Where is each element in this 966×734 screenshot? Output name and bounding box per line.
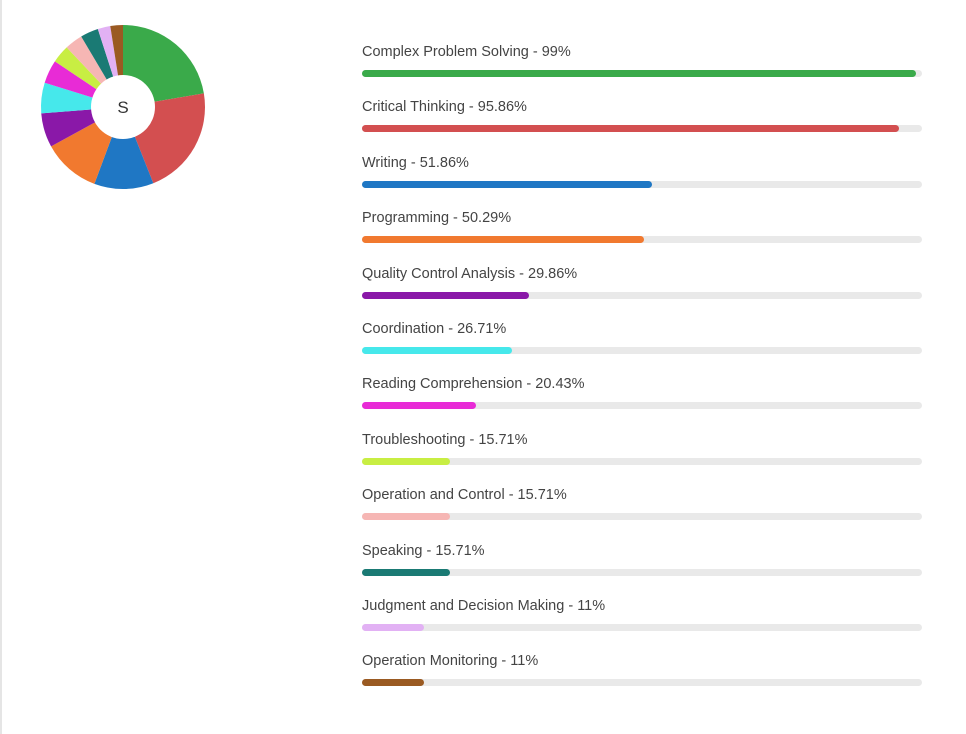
skill-label: Programming - 50.29%: [362, 210, 512, 227]
skill-bar-track: [362, 291, 922, 299]
skill-bar-fill: [362, 125, 899, 133]
skill-label: Critical Thinking - 95.86%: [362, 99, 527, 116]
skill-bar-fill: [362, 402, 477, 410]
skill-bar-track: [362, 623, 922, 631]
skill-row: Writing - 51.86%: [362, 153, 922, 208]
skill-label: Judgment and Decision Making - 11%: [362, 597, 606, 614]
skill-row: Troubleshooting - 15.71%: [362, 430, 922, 485]
donut-svg: S: [41, 25, 205, 189]
donut-center-label: S: [117, 98, 128, 117]
skill-bar-fill: [362, 679, 424, 687]
skills-donut-chart: S: [40, 24, 206, 190]
skill-bar-fill: [362, 513, 450, 521]
skill-label: Coordination - 26.71%: [362, 320, 507, 337]
skill-bar-fill: [362, 236, 644, 244]
skill-bar-fill: [362, 568, 450, 576]
skill-row: Operation Monitoring - 11%: [362, 651, 922, 706]
skill-row: Quality Control Analysis - 29.86%: [362, 264, 922, 319]
donut-hole: [91, 75, 155, 139]
skill-bar-track: [362, 346, 922, 354]
skill-bar-track: [362, 457, 922, 465]
skill-row: Judgment and Decision Making - 11%: [362, 596, 922, 651]
skill-bar-track: [362, 180, 922, 188]
skill-bar-track: [362, 236, 922, 244]
skill-bar-fill: [362, 457, 450, 465]
skill-row: Programming - 50.29%: [362, 208, 922, 263]
skill-bar-track: [362, 679, 922, 687]
skill-bar-fill: [362, 291, 530, 299]
skill-bar-track: [362, 513, 922, 521]
skill-bar-track: [362, 125, 922, 133]
skill-bars: Complex Problem Solving - 99% Critical Th…: [362, 42, 922, 707]
skill-bar-fill: [362, 623, 424, 631]
skill-label: Operation and Control - 15.71%: [362, 487, 567, 504]
skill-row: Reading Comprehension - 20.43%: [362, 374, 922, 429]
skill-label: Complex Problem Solving - 99%: [362, 44, 571, 60]
skill-row: Speaking - 15.71%: [362, 541, 922, 596]
skill-bar-track: [362, 402, 922, 410]
skill-label: Operation Monitoring - 11%: [362, 653, 539, 670]
skill-row: Complex Problem Solving - 99%: [362, 42, 922, 97]
skill-row: Operation and Control - 15.71%: [362, 485, 922, 540]
skill-bar-track: [362, 568, 922, 576]
skill-bar-fill: [362, 346, 512, 354]
skill-bar-track: [362, 70, 922, 77]
skill-label: Reading Comprehension - 20.43%: [362, 376, 585, 393]
skill-bar-fill: [362, 180, 653, 188]
skill-label: Writing - 51.86%: [362, 154, 469, 171]
skill-bar-fill: [362, 70, 917, 77]
skill-row: Coordination - 26.71%: [362, 319, 922, 374]
skill-row: Critical Thinking - 95.86%: [362, 97, 922, 152]
donut-slice: [94, 107, 154, 189]
skill-label: Quality Control Analysis - 29.86%: [362, 265, 578, 282]
skill-label: Troubleshooting - 15.71%: [362, 431, 528, 448]
skill-label: Speaking - 15.71%: [362, 542, 485, 559]
